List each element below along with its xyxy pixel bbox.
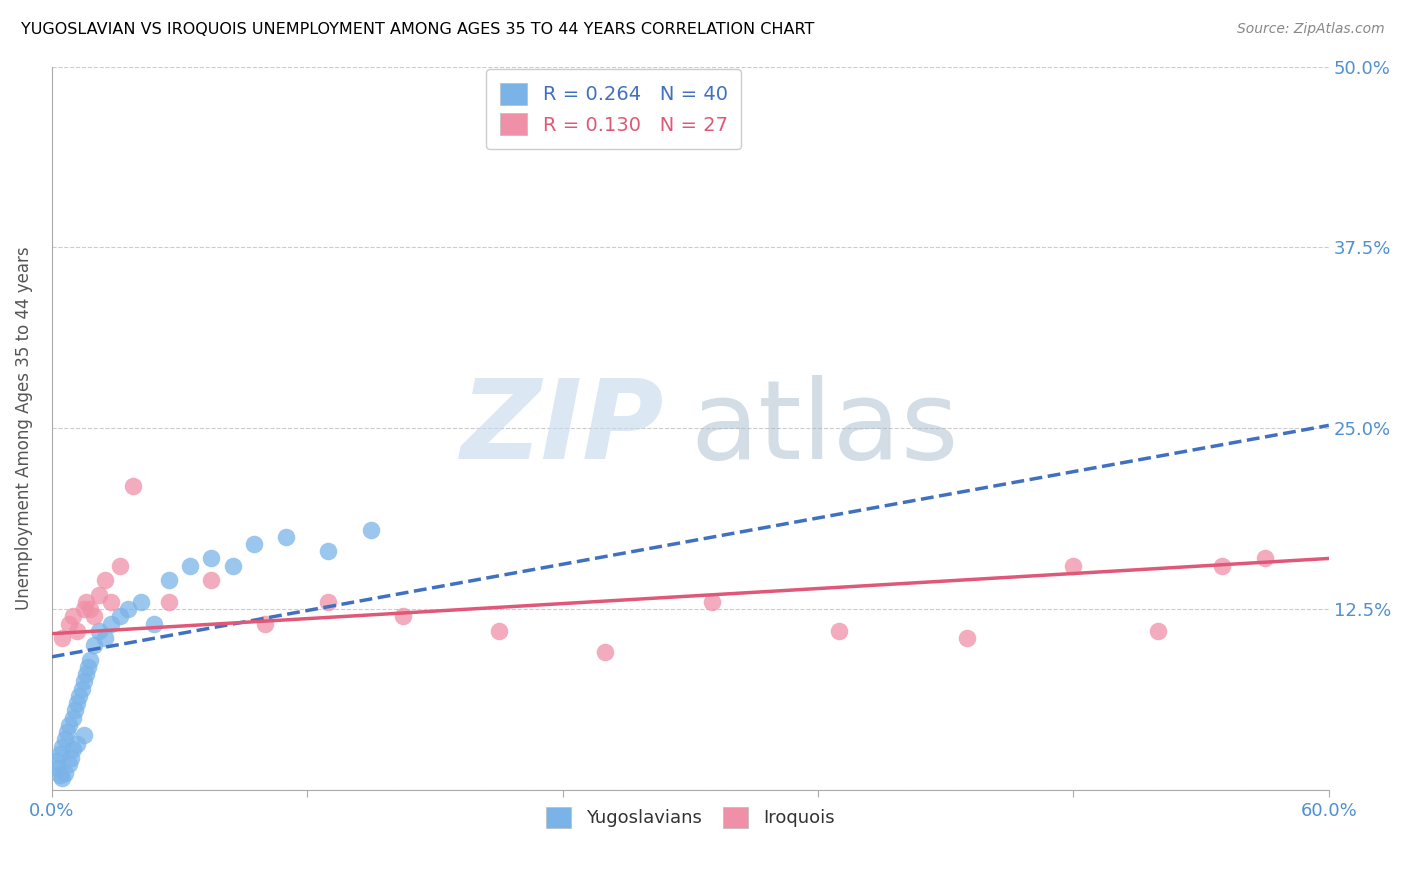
Text: YUGOSLAVIAN VS IROQUOIS UNEMPLOYMENT AMONG AGES 35 TO 44 YEARS CORRELATION CHART: YUGOSLAVIAN VS IROQUOIS UNEMPLOYMENT AMO…: [21, 22, 814, 37]
Y-axis label: Unemployment Among Ages 35 to 44 years: Unemployment Among Ages 35 to 44 years: [15, 246, 32, 610]
Point: [100, 595, 122, 609]
Point: [488, 624, 510, 638]
Point: [1062, 558, 1084, 573]
Point: [253, 616, 276, 631]
Point: [360, 523, 382, 537]
Point: [58, 756, 80, 771]
Point: [100, 616, 122, 631]
Point: [83, 638, 105, 652]
Point: [142, 616, 165, 631]
Point: [70, 681, 93, 696]
Point: [200, 551, 222, 566]
Point: [179, 558, 201, 573]
Point: [58, 718, 80, 732]
Point: [94, 573, 117, 587]
Point: [75, 667, 97, 681]
Text: Source: ZipAtlas.com: Source: ZipAtlas.com: [1237, 22, 1385, 37]
Point: [46, 761, 69, 775]
Point: [58, 616, 80, 631]
Point: [62, 609, 84, 624]
Point: [51, 739, 73, 754]
Point: [49, 747, 72, 761]
Point: [1147, 624, 1170, 638]
Point: [66, 624, 89, 638]
Point: [392, 609, 415, 624]
Point: [157, 573, 180, 587]
Point: [45, 754, 67, 768]
Point: [73, 728, 96, 742]
Point: [87, 588, 110, 602]
Point: [221, 558, 243, 573]
Point: [318, 544, 340, 558]
Point: [94, 631, 117, 645]
Point: [63, 703, 86, 717]
Legend: Yugoslavians, Iroquois: Yugoslavians, Iroquois: [538, 800, 842, 835]
Point: [1211, 558, 1233, 573]
Point: [51, 772, 73, 786]
Point: [73, 674, 96, 689]
Point: [243, 537, 266, 551]
Point: [66, 696, 89, 710]
Point: [83, 609, 105, 624]
Point: [318, 595, 340, 609]
Point: [129, 595, 152, 609]
Point: [73, 602, 96, 616]
Text: ZIP: ZIP: [461, 375, 665, 482]
Point: [53, 732, 76, 747]
Point: [121, 479, 143, 493]
Point: [828, 624, 851, 638]
Point: [49, 768, 72, 782]
Point: [55, 725, 77, 739]
Point: [87, 624, 110, 638]
Point: [51, 631, 73, 645]
Point: [200, 573, 222, 587]
Point: [274, 530, 297, 544]
Point: [77, 660, 100, 674]
Point: [956, 631, 979, 645]
Text: atlas: atlas: [690, 375, 959, 482]
Point: [67, 689, 90, 703]
Point: [53, 765, 76, 780]
Point: [79, 653, 101, 667]
Point: [700, 595, 723, 609]
Point: [593, 645, 616, 659]
Point: [62, 742, 84, 756]
Point: [157, 595, 180, 609]
Point: [59, 751, 82, 765]
Point: [108, 558, 131, 573]
Point: [1254, 551, 1277, 566]
Point: [75, 595, 97, 609]
Point: [66, 737, 89, 751]
Point: [62, 710, 84, 724]
Point: [79, 602, 101, 616]
Point: [108, 609, 131, 624]
Point: [117, 602, 139, 616]
